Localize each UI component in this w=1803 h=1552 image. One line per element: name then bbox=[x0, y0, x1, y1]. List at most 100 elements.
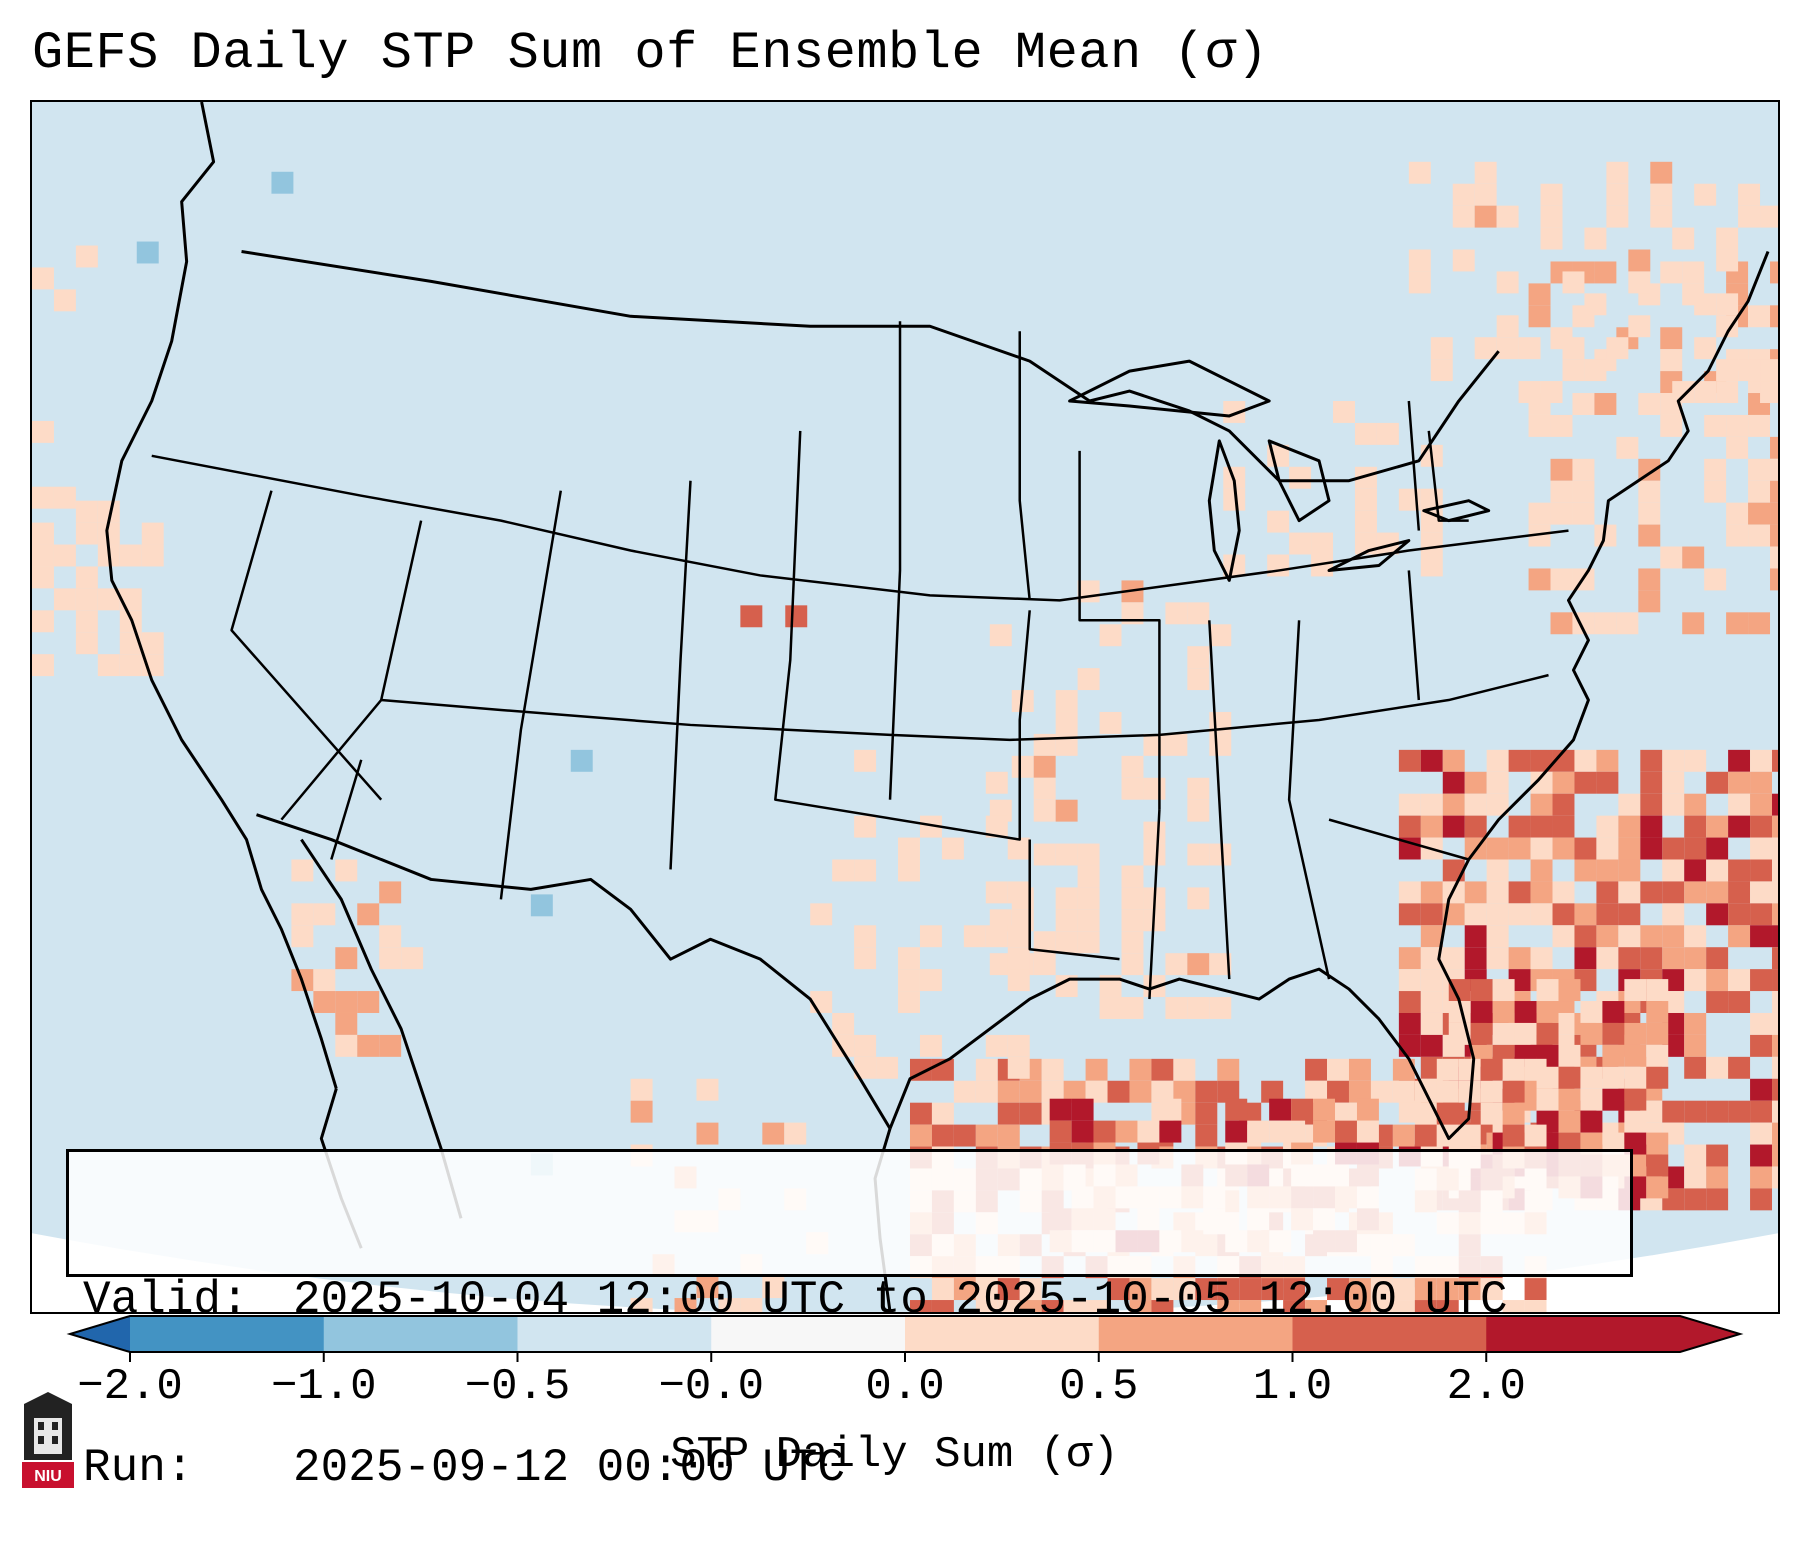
anomaly-cell bbox=[919, 925, 942, 948]
anomaly-cell bbox=[401, 947, 424, 970]
anomaly-cell bbox=[1694, 337, 1717, 360]
anomaly-cell bbox=[1728, 969, 1751, 992]
anomaly-cell bbox=[1121, 602, 1144, 625]
anomaly-cell bbox=[1684, 1144, 1707, 1167]
anomaly-cell bbox=[898, 969, 920, 992]
anomaly-cell bbox=[75, 588, 98, 611]
anomaly-cell bbox=[1770, 261, 1778, 284]
anomaly-cell bbox=[1151, 1080, 1174, 1103]
anomaly-cell bbox=[1376, 532, 1399, 555]
anomaly-cell bbox=[1530, 837, 1553, 860]
anomaly-cell bbox=[1552, 815, 1575, 838]
anomaly-cell bbox=[1528, 414, 1551, 437]
anomaly-cell bbox=[1173, 1278, 1196, 1301]
anomaly-cell bbox=[1594, 393, 1617, 415]
anomaly-cell bbox=[1335, 1120, 1357, 1143]
anomaly-cell bbox=[1486, 925, 1509, 948]
anomaly-cell bbox=[75, 610, 98, 633]
anomaly-cell bbox=[1398, 1034, 1421, 1057]
anomaly-cell bbox=[32, 267, 54, 290]
anomaly-cell bbox=[1640, 947, 1663, 970]
anomaly-cell bbox=[1728, 881, 1751, 904]
colorbar-segment bbox=[1098, 1316, 1293, 1352]
anomaly-cell bbox=[740, 1298, 763, 1312]
anomaly-cell bbox=[32, 522, 54, 545]
anomaly-cell bbox=[1682, 261, 1705, 284]
anomaly-cell bbox=[1760, 359, 1778, 382]
anomaly-cell bbox=[1750, 925, 1773, 948]
anomaly-cell bbox=[1398, 881, 1421, 904]
anomaly-cell bbox=[1750, 1012, 1773, 1035]
anomaly-cell bbox=[1354, 510, 1377, 533]
anomaly-cell bbox=[1770, 502, 1778, 525]
anomaly-cell bbox=[1305, 1300, 1328, 1312]
anomaly-cell bbox=[1115, 1120, 1138, 1143]
anomaly-cell bbox=[1528, 283, 1551, 306]
anomaly-cell bbox=[1584, 293, 1607, 316]
anomaly-cell bbox=[1638, 458, 1661, 481]
anomaly-cell bbox=[1370, 1300, 1393, 1312]
anomaly-cell bbox=[876, 1056, 899, 1079]
anomaly-cell bbox=[919, 815, 942, 838]
anomaly-cell bbox=[1596, 815, 1619, 838]
map-panel[interactable] bbox=[30, 100, 1780, 1314]
anomaly-cell bbox=[1646, 1066, 1669, 1089]
colorbar-label: STP Daily Sum (σ) bbox=[670, 1430, 1119, 1480]
anomaly-cell bbox=[1618, 859, 1641, 882]
anomaly-cell bbox=[1728, 1056, 1751, 1079]
anomaly-cell bbox=[1187, 668, 1210, 691]
anomaly-cell bbox=[1392, 1278, 1415, 1301]
anomaly-cell bbox=[1528, 524, 1551, 547]
anomaly-cell bbox=[1772, 969, 1778, 992]
anomaly-cell bbox=[1508, 947, 1531, 970]
run-value: 2025-09-12 00:00 UTC bbox=[293, 1442, 846, 1494]
anomaly-cell bbox=[1682, 612, 1705, 635]
anomaly-cell bbox=[1464, 903, 1487, 926]
anomaly-cell bbox=[909, 1102, 932, 1125]
anomaly-cell bbox=[1452, 249, 1475, 272]
anomaly-cell bbox=[740, 605, 763, 628]
anomaly-cell bbox=[1684, 1100, 1707, 1123]
anomaly-cell bbox=[1638, 480, 1661, 503]
anomaly-cell bbox=[1748, 458, 1771, 481]
anomaly-cell bbox=[1596, 903, 1619, 926]
anomaly-cell bbox=[1602, 1066, 1625, 1089]
anomaly-cell bbox=[1420, 793, 1443, 816]
anomaly-cell bbox=[1602, 1044, 1625, 1067]
anomaly-cell bbox=[1049, 1120, 1072, 1143]
anomaly-cell bbox=[291, 859, 314, 882]
anomaly-cell bbox=[1606, 205, 1629, 228]
state-lines bbox=[151, 321, 1569, 1000]
anomaly-cell bbox=[784, 1122, 807, 1145]
anomaly-cell bbox=[985, 1034, 1008, 1057]
anomaly-cell bbox=[75, 522, 98, 545]
anomaly-cell bbox=[1464, 947, 1487, 970]
anomaly-cell bbox=[1618, 815, 1641, 838]
anomaly-cell bbox=[975, 1124, 998, 1147]
anomaly-cell bbox=[630, 1100, 653, 1123]
colorbar-segment bbox=[130, 1316, 325, 1352]
anomaly-cell bbox=[1580, 1110, 1603, 1133]
anomaly-cell bbox=[357, 991, 380, 1013]
anomaly-cell bbox=[1706, 991, 1729, 1013]
anomaly-cell bbox=[1474, 183, 1497, 206]
anomaly-cell bbox=[1011, 755, 1034, 778]
anomaly-cell bbox=[1356, 1120, 1379, 1143]
anomaly-cell bbox=[1159, 1098, 1182, 1121]
anomaly-cell bbox=[1580, 1066, 1603, 1089]
anomaly-cell bbox=[1159, 1120, 1182, 1143]
anomaly-cell bbox=[1093, 1120, 1116, 1143]
anomaly-cell bbox=[1474, 205, 1497, 228]
anomaly-cell bbox=[909, 1300, 932, 1312]
anomaly-cell bbox=[1558, 1066, 1581, 1089]
anomaly-cell bbox=[1738, 359, 1761, 382]
anomaly-cell bbox=[997, 1102, 1020, 1125]
anomaly-cell bbox=[1660, 349, 1683, 372]
anomaly-cell bbox=[1195, 1080, 1218, 1103]
anomaly-cell bbox=[854, 815, 877, 838]
anomaly-cell bbox=[1584, 227, 1607, 250]
anomaly-cell bbox=[1492, 979, 1515, 1002]
anomaly-cell bbox=[1165, 733, 1188, 756]
anomaly-cell bbox=[1770, 480, 1778, 503]
anomaly-cell bbox=[1640, 815, 1663, 838]
